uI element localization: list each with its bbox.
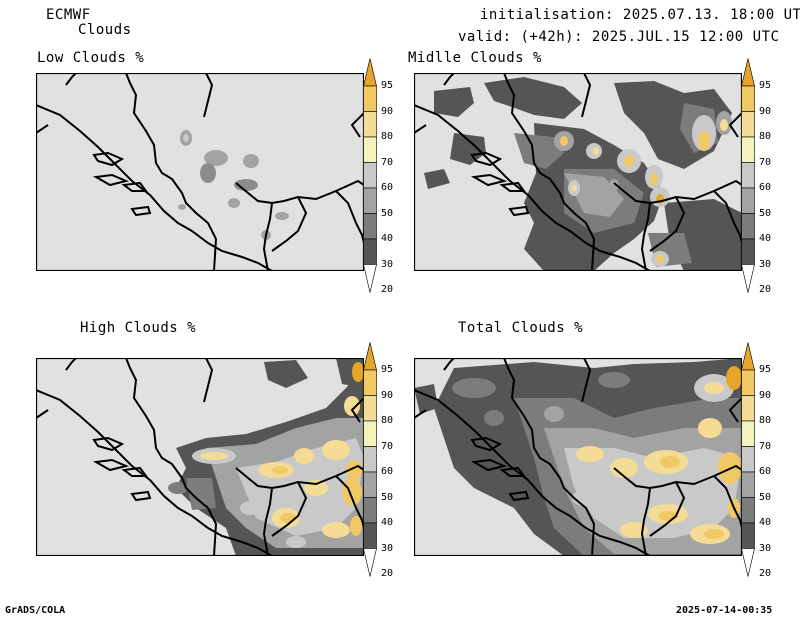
colorbar-segment: [363, 497, 377, 524]
colorbar-segment: [363, 446, 377, 473]
colorbar-segment: [741, 497, 755, 524]
valid-time: valid: (+42h): 2025.JUL.15 12:00 UTC: [458, 29, 780, 45]
colorbar-tick-label: 60: [759, 182, 772, 193]
colorbar-segment: [363, 395, 377, 422]
colorbar-segment: [363, 238, 377, 265]
colorbar-tick-label: 50: [381, 491, 394, 503]
colorbar-tick-label: 20: [381, 568, 394, 579]
colorbar-tick-label: 90: [759, 105, 772, 117]
colorbar-tick-label: 40: [759, 233, 772, 244]
colorbar-tick-label: 60: [381, 182, 394, 193]
colorbar-tick-label: 80: [759, 415, 772, 426]
panel-title-high: High Clouds %: [80, 320, 197, 336]
cloud-cells-total: [414, 358, 742, 556]
footer-timestamp: 2025-07-14-00:35: [676, 605, 773, 616]
colorbar-tick-label: 50: [759, 207, 772, 219]
colorbar-tick-label: 80: [381, 131, 394, 142]
colorbar-tick-label: 20: [759, 284, 772, 295]
colorbar-segment: [741, 395, 755, 422]
map-outlines-high: [36, 358, 364, 556]
colorbar-svg: [363, 342, 377, 577]
colorbar-segment: [741, 369, 755, 396]
map-panel-high: [36, 358, 364, 556]
colorbar-tick-label: 40: [759, 517, 772, 528]
colorbar-svg: [363, 58, 377, 293]
colorbar-tick-label: 20: [759, 568, 772, 579]
colorbar-bottom-arrow: [363, 264, 377, 293]
colorbar-top-arrow: [363, 342, 377, 371]
map-outlines-middle: [414, 73, 742, 271]
colorbar-tick-label: 50: [759, 491, 772, 503]
footer-credit: GrADS/COLA: [5, 605, 66, 616]
colorbar-tick-label: 70: [381, 156, 394, 168]
colorbar-tick-label: 30: [759, 542, 772, 554]
colorbar-segment: [363, 420, 377, 447]
colorbar-segment: [741, 213, 755, 240]
model-name: ECMWF: [46, 7, 91, 23]
colorbar-tick-label: 40: [381, 233, 394, 244]
colorbar-tick-label: 70: [759, 156, 772, 168]
colorbar-tick-label: 70: [759, 440, 772, 452]
cloud-cells-low: [178, 130, 289, 240]
colorbar-tick-label: 80: [759, 131, 772, 142]
map-outlines-low: [36, 73, 364, 271]
colorbar-segment: [363, 111, 377, 138]
colorbar-segment: [741, 162, 755, 189]
colorbar-tick-label: 80: [381, 415, 394, 426]
colorbar-bottom-arrow: [741, 264, 755, 293]
initialisation-time: initialisation: 2025.07.13. 18:00 UTC: [480, 7, 800, 23]
colorbar-segment: [363, 136, 377, 163]
colorbar-segment: [741, 522, 755, 549]
colorbar-tick-label: 95: [381, 80, 394, 91]
panel-title-middle: Midlle Clouds %: [408, 50, 542, 66]
colorbar-tick-label: 60: [759, 466, 772, 477]
colorbar-tick-label: 90: [381, 389, 394, 401]
colorbar-segment: [741, 187, 755, 214]
colorbar-tick-label: 70: [381, 440, 394, 452]
cloud-cells-middle: [424, 77, 742, 271]
colorbar-segment: [363, 522, 377, 549]
colorbar-tick-label: 60: [381, 466, 394, 477]
map-panel-total: [414, 358, 742, 556]
map-panel-low: [36, 73, 364, 271]
colorbar-segment: [741, 111, 755, 138]
colorbar-top-arrow: [363, 58, 377, 87]
colorbar-tick-label: 95: [381, 364, 394, 375]
colorbar-segment: [363, 85, 377, 112]
colorbar-tick-label: 30: [381, 542, 394, 554]
colorbar-segment: [363, 213, 377, 240]
colorbar-segment: [363, 187, 377, 214]
colorbar-segment: [363, 162, 377, 189]
colorbar-top-arrow: [741, 58, 755, 87]
colorbar-svg: [741, 342, 755, 577]
colorbar-tick-label: 40: [381, 517, 394, 528]
colorbar-segment: [741, 420, 755, 447]
colorbar-svg: [741, 58, 755, 293]
colorbar-tick-label: 50: [381, 207, 394, 219]
panel-title-low: Low Clouds %: [37, 50, 145, 66]
colorbar-segment: [741, 85, 755, 112]
colorbar-tick-label: 30: [759, 258, 772, 270]
colorbar-bottom-arrow: [363, 548, 377, 577]
panel-title-total: Total Clouds %: [458, 320, 584, 336]
colorbar-segment: [741, 471, 755, 498]
map-panel-middle: [414, 73, 742, 271]
colorbar-bottom-arrow: [741, 548, 755, 577]
colorbar-segment: [363, 369, 377, 396]
colorbar-tick-label: 20: [381, 284, 394, 295]
colorbar-segment: [741, 136, 755, 163]
field-name: Clouds: [78, 22, 132, 38]
colorbar-segment: [741, 446, 755, 473]
map-outlines-total: [414, 358, 742, 556]
colorbar-tick-label: 90: [381, 105, 394, 117]
colorbar-tick-label: 90: [759, 389, 772, 401]
colorbar-tick-label: 95: [759, 80, 772, 91]
colorbar-tick-label: 95: [759, 364, 772, 375]
colorbar-top-arrow: [741, 342, 755, 371]
colorbar-tick-label: 30: [381, 258, 394, 270]
colorbar-segment: [363, 471, 377, 498]
colorbar-segment: [741, 238, 755, 265]
